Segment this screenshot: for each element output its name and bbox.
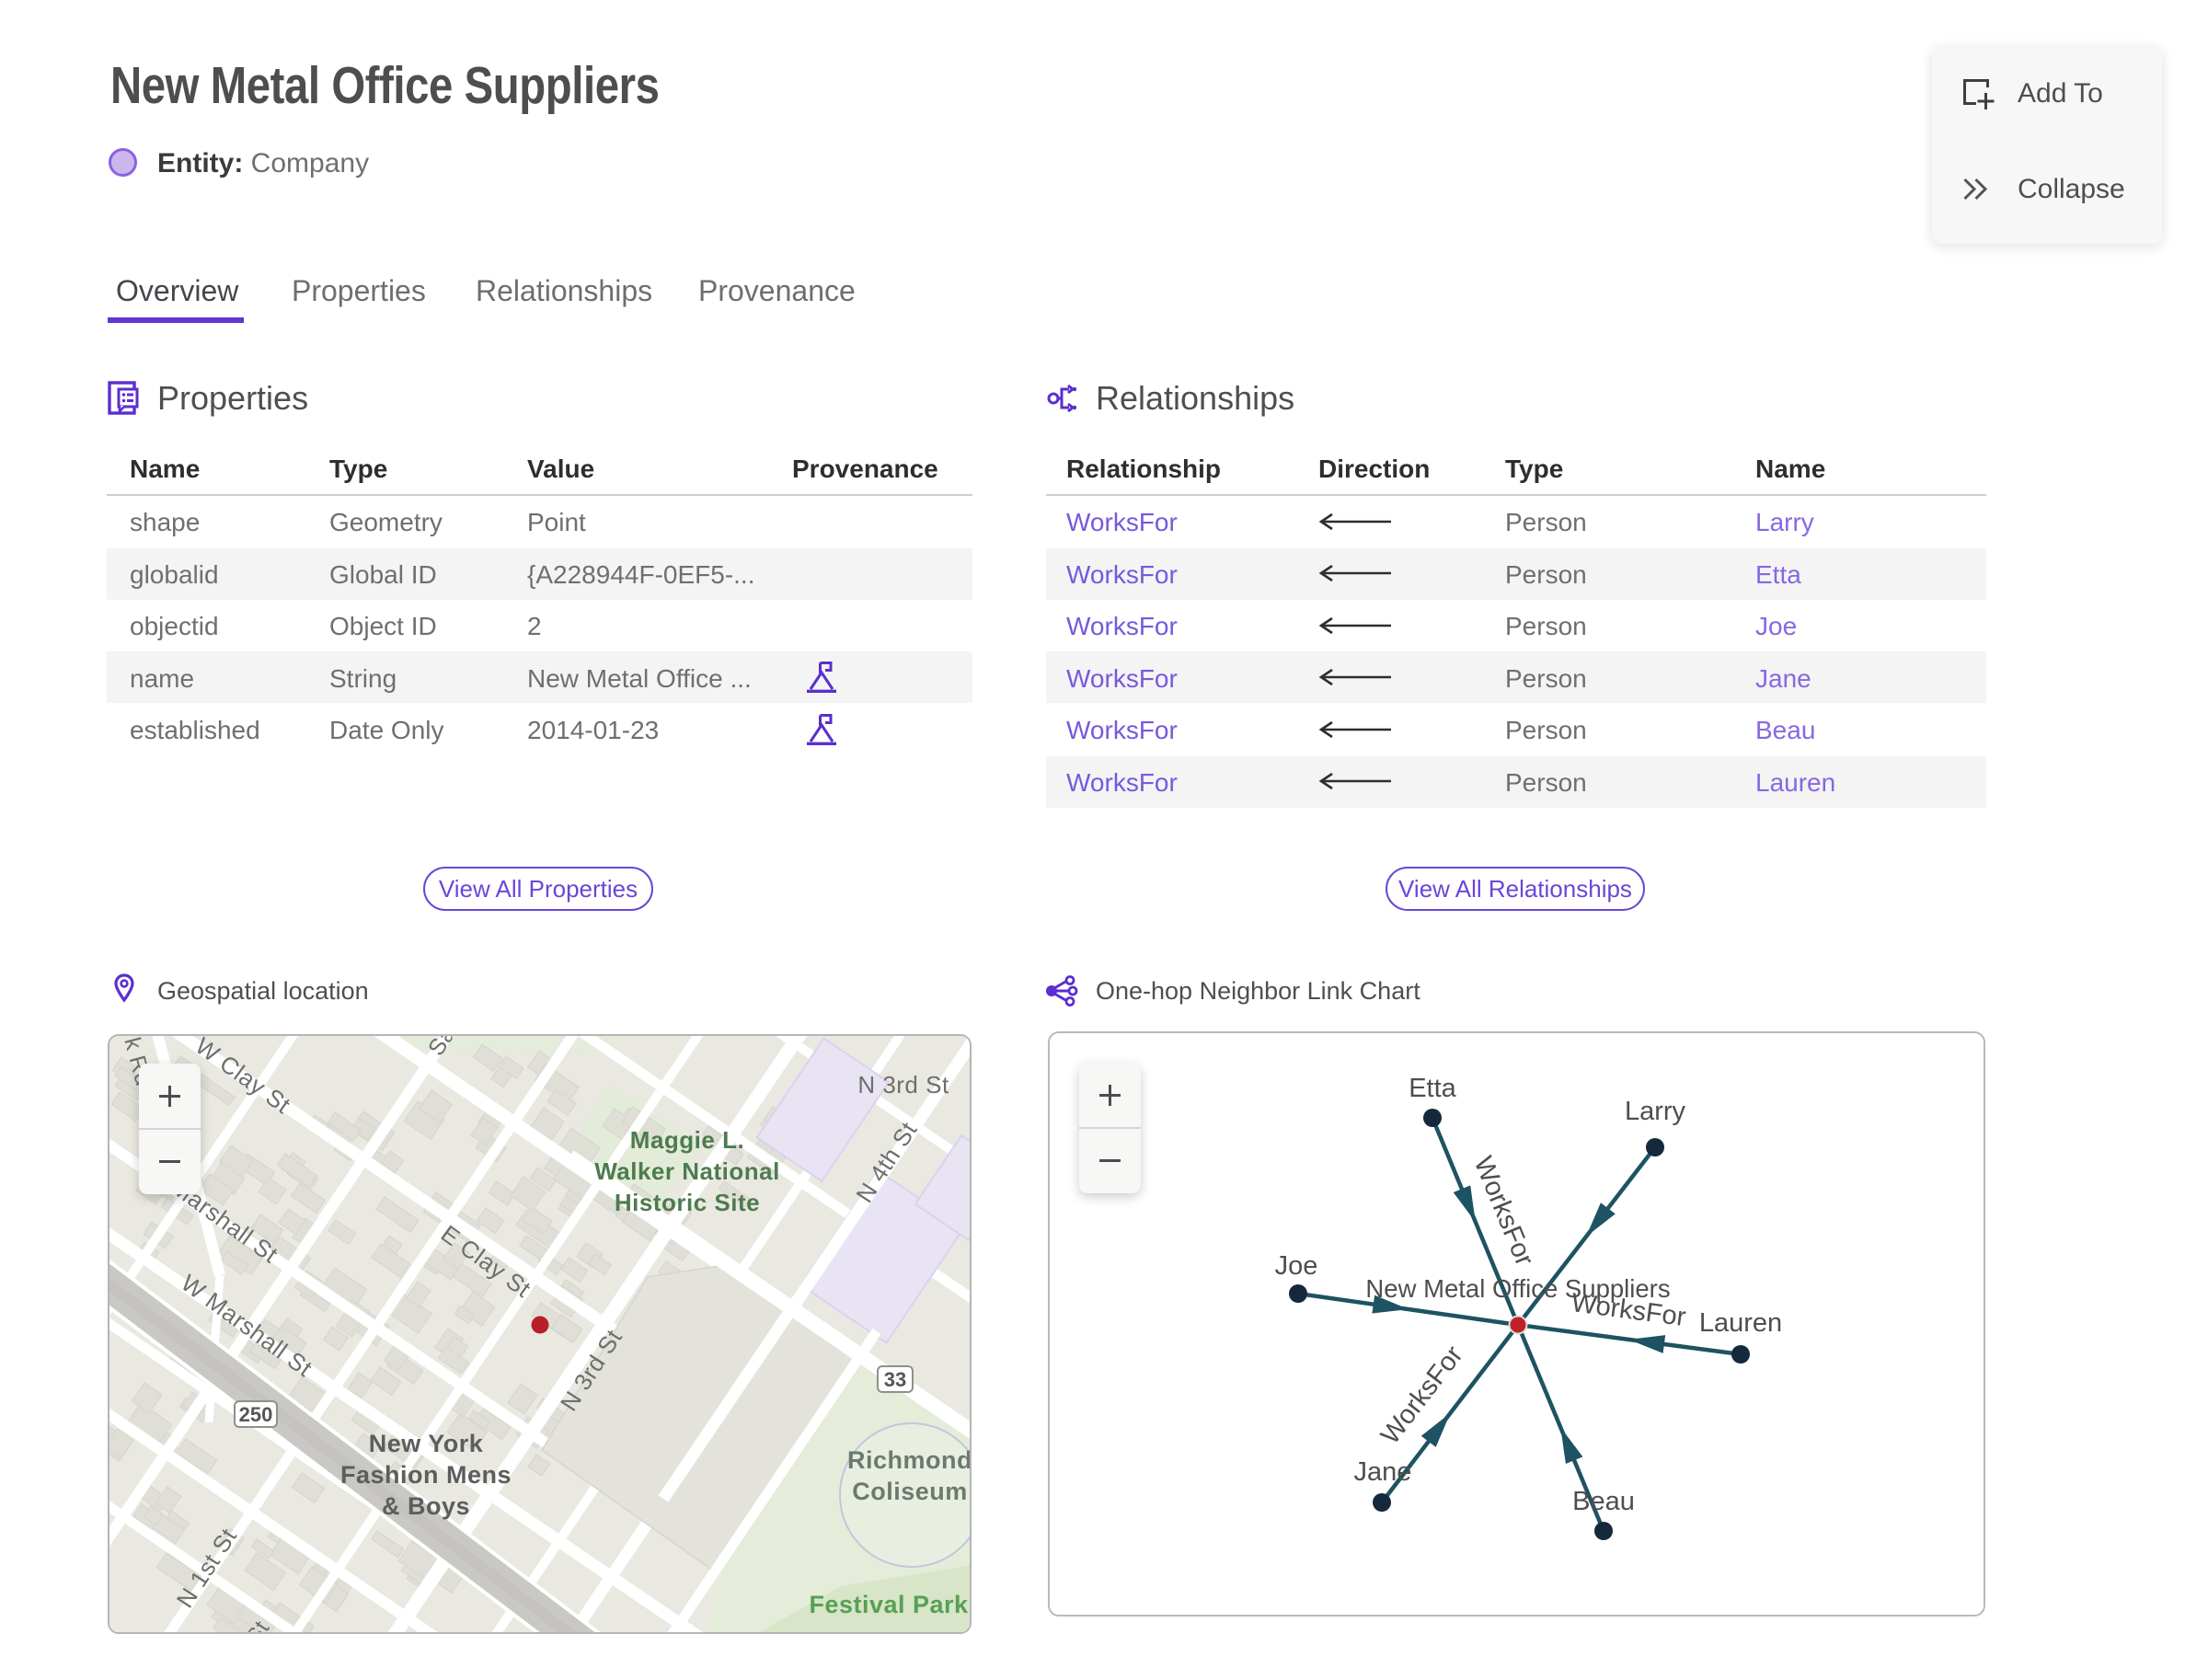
svg-text:& Boys: & Boys <box>382 1492 470 1520</box>
svg-text:Coliseum: Coliseum <box>852 1478 968 1505</box>
svg-text:New Metal Office Suppliers: New Metal Office Suppliers <box>1365 1274 1670 1303</box>
svg-text:Historic Site: Historic Site <box>615 1189 760 1216</box>
svg-text:WorksFor: WorksFor <box>1468 1153 1540 1271</box>
svg-text:Maggie L.: Maggie L. <box>630 1126 744 1154</box>
svg-text:Festival Park: Festival Park <box>809 1591 969 1618</box>
svg-text:New York: New York <box>369 1430 484 1457</box>
svg-text:N 3rd St: N 3rd St <box>857 1071 949 1099</box>
svg-text:Larry: Larry <box>1625 1097 1686 1126</box>
svg-text:Lauren: Lauren <box>1699 1308 1782 1338</box>
svg-text:250: 250 <box>239 1403 273 1426</box>
svg-text:Walker National: Walker National <box>594 1157 780 1185</box>
svg-text:Richmond: Richmond <box>847 1446 972 1474</box>
svg-text:Fashion Mens: Fashion Mens <box>340 1461 512 1489</box>
svg-text:WorksFor: WorksFor <box>1375 1341 1469 1450</box>
svg-text:Joe: Joe <box>1275 1251 1318 1281</box>
svg-text:Beau: Beau <box>1572 1487 1635 1516</box>
svg-text:Jane: Jane <box>1354 1457 1412 1487</box>
svg-text:33: 33 <box>884 1368 906 1391</box>
svg-text:Etta: Etta <box>1409 1074 1456 1103</box>
